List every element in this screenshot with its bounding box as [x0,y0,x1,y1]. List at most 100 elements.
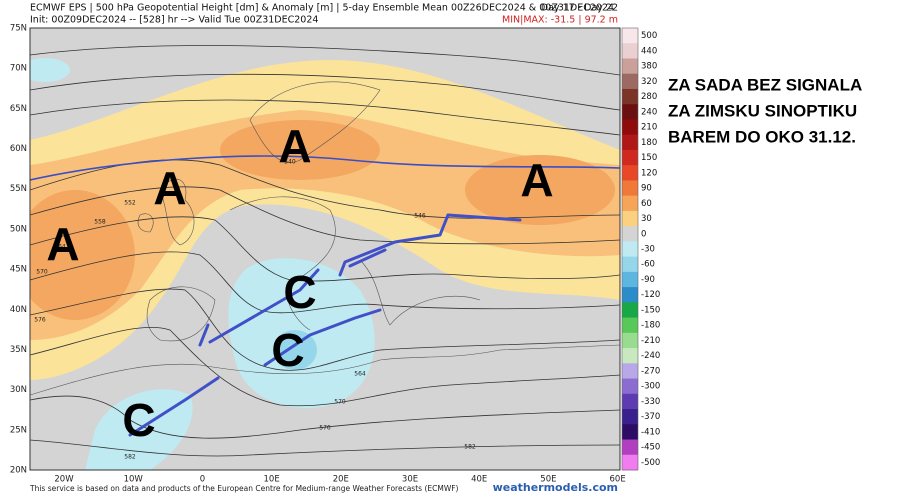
lat-label: 40N [10,305,27,315]
lat-label: 45N [10,265,27,275]
axes: 75N 70N 65N 60N 55N 50N 45N 40N 35N 30N 25N 20N 20W 1… [10,24,626,485]
colorbar-label: -210 [641,336,660,346]
coastline [249,81,381,163]
colorbar-label: 60 [641,199,652,209]
lat-label: 50N [10,224,27,234]
colorbar-label: -120 [641,290,660,300]
colorbar-label: -370 [641,412,660,422]
contour-label: 540 [284,159,296,166]
colorbar-label: -270 [641,366,660,376]
header-title: ECMWF EPS | 500 hPa Geopotential Height … [30,3,614,14]
trough-lines [128,213,522,437]
colorbar-cell [622,43,638,59]
colorbar-cell [622,378,638,395]
lat-label: 35N [10,345,27,355]
colorbar-label: 240 [641,107,657,117]
colorbar-label: 180 [641,138,657,148]
lat-label: 70N [10,64,27,74]
coastline [146,286,216,342]
colorbar-cell [622,180,638,197]
annotation-line: BAREM DO OKO 31.12. [668,127,856,146]
colorbar-label: -330 [641,397,660,407]
colorbar-label: 30 [641,214,652,224]
colorbar-cell [622,104,638,120]
lat-label: 25N [10,425,27,435]
contour-label: 546 [414,213,426,220]
pressure-center: A [520,154,553,206]
colorbar-label: -500 [641,458,660,468]
contour-label: 576 [319,425,331,432]
lon-label: 10W [124,475,144,485]
colorbar-label: -450 [641,443,660,453]
colorbar-cell [622,165,638,181]
colorbar-cell [622,424,638,441]
colorbar-cell [622,134,638,151]
lat-label: 60N [10,144,27,154]
colorbar: 500 440 380 320 280 240 210 180 150 120 90 60 30 0 -30… [621,27,660,471]
colorbar-label: -240 [641,351,660,361]
colorbar-label: 500 [641,31,657,41]
annotation-line: ZA ZIMSKU SINOPTIKU [668,101,857,120]
anomaly-positive [465,155,615,225]
colorbar-cell [622,195,638,212]
colorbar-cell [622,409,638,425]
anomaly-negative [30,58,70,82]
colorbar-label: -410 [641,427,660,437]
contour-label: 576 [34,317,46,324]
header-init: Init: 00Z09DEC2024 -- [528] hr --> Valid… [30,15,318,26]
contour-label: 570 [36,269,48,276]
lat-label: 20N [10,466,27,476]
lon-label: 30E [402,475,418,485]
colorbar-label: -300 [641,382,660,392]
colorbar-cell [622,439,638,456]
colorbar-cell [622,287,638,303]
contour-label: 564 [54,244,66,251]
anomaly-positive [220,120,380,180]
footer-site: weathermodels.com [493,481,618,494]
anomaly-positive [30,110,620,340]
pressure-center: C [122,394,155,446]
contour-label: 552 [124,200,136,207]
colorbar-cell [622,302,638,319]
map: 552 558 564 570 576 582 540 546 576 570 564 582 [30,28,620,470]
colorbar-cell [622,256,638,273]
contour-label: 564 [354,371,366,378]
contour-label: 582 [124,454,136,461]
lon-label: 60E [610,475,626,485]
colorbar-cell [622,454,638,471]
coastline [30,344,620,396]
pressure-center: A [46,218,79,270]
lat-label: 75N [10,24,27,34]
colorbar-label: 120 [641,168,657,178]
footer-credit: This service is based on data and produc… [29,484,459,493]
lat-label: 30N [10,385,27,395]
anomaly-positive [30,190,135,320]
colorbar-label: -150 [641,305,660,315]
colorbar-label: 210 [641,123,657,133]
lon-label: 20W [54,475,74,485]
colorbar-label: 90 [641,184,652,194]
anomaly-negative [273,330,317,370]
colorbar-label: 150 [641,153,657,163]
colorbar-cell [622,332,638,349]
pressure-center: C [283,266,316,318]
colorbar-cell [622,149,638,166]
lat-label: 65N [10,104,27,114]
map-frame [29,27,621,471]
colorbar-label: 440 [641,46,657,56]
coastline [229,196,481,331]
annotation-line: ZA SADA BEZ SIGNALA [668,75,862,94]
pressure-center: A [153,162,186,214]
contour-label: 582 [464,444,476,451]
lon-label: 50E [540,475,556,485]
colorbar-label: 380 [641,62,657,72]
colorbar-cell [622,348,638,364]
header-minmax: MIN|MAX: -31.5 | 97.2 m [502,15,618,26]
colorbar-cell [622,241,638,258]
colorbar-cell [622,58,638,75]
contours [30,45,620,457]
colorbar-label: -30 [641,245,655,255]
lon-label: 0 [200,475,205,485]
